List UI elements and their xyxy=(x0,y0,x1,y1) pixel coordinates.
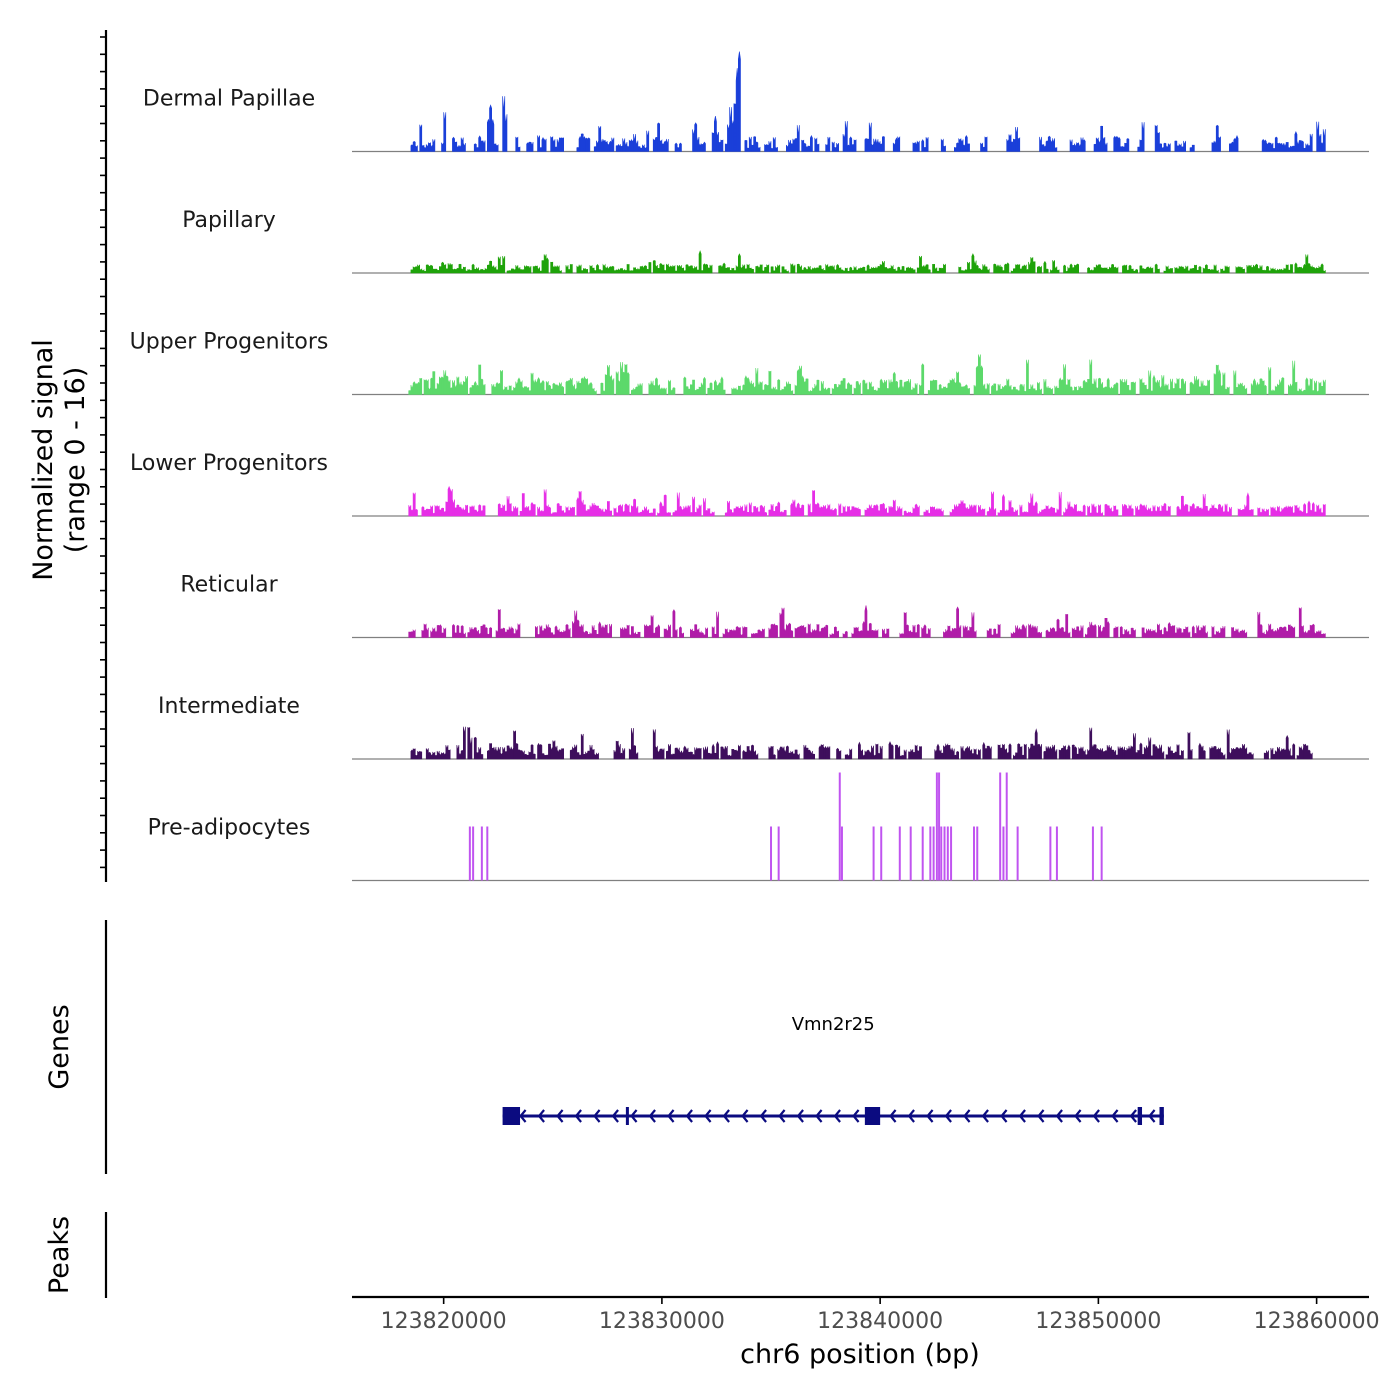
strand-arrow xyxy=(1074,1109,1082,1123)
strand-arrow xyxy=(630,1109,638,1123)
track-lower-progenitors: Lower Progenitors xyxy=(130,451,1369,517)
strand-arrow xyxy=(1018,1109,1026,1123)
signal-area xyxy=(410,51,1326,152)
gene-vmn2r25: Vmn2r25 xyxy=(502,1014,1164,1125)
track-label: Papillary xyxy=(182,208,276,233)
x-tick-label: 123860000 xyxy=(1254,1309,1380,1334)
strand-arrow xyxy=(685,1109,693,1123)
signal-area xyxy=(408,605,1326,638)
coverage-y-axis-ticks xyxy=(100,36,106,869)
coverage-y-label-line2: (range 0 - 16) xyxy=(60,367,91,554)
strand-arrow xyxy=(537,1109,545,1123)
signal-area xyxy=(410,250,1326,274)
strand-arrow xyxy=(963,1109,971,1123)
track-intermediate: Intermediate xyxy=(158,694,1369,760)
x-axis-title: chr6 position (bp) xyxy=(740,1339,980,1370)
track-label: Upper Progenitors xyxy=(130,330,329,355)
gene-name-label: Vmn2r25 xyxy=(792,1014,875,1035)
exon xyxy=(1159,1107,1164,1125)
strand-arrow xyxy=(796,1109,804,1123)
gene-models: Vmn2r25 xyxy=(502,1014,1164,1125)
strand-arrow xyxy=(926,1109,934,1123)
exon xyxy=(1137,1107,1143,1125)
coverage-y-label-line1: Normalized signal xyxy=(28,339,59,581)
strand-arrow xyxy=(1000,1109,1008,1123)
strand-arrow xyxy=(1111,1109,1119,1123)
x-tick-label: 123840000 xyxy=(817,1309,943,1334)
strand-arrow xyxy=(704,1109,712,1123)
track-dermal-papillae: Dermal Papillae xyxy=(143,51,1369,153)
strand-arrow xyxy=(1037,1109,1045,1123)
strand-arrow xyxy=(648,1109,656,1123)
strand-arrow xyxy=(1055,1109,1063,1123)
strand-arrow xyxy=(667,1109,675,1123)
strand-arrow xyxy=(907,1109,915,1123)
signal-area xyxy=(408,354,1326,395)
signal-area xyxy=(410,726,1313,760)
strand-arrow xyxy=(759,1109,767,1123)
strand-arrow xyxy=(852,1109,860,1123)
genes-y-label: Genes xyxy=(44,1004,75,1089)
strand-arrow xyxy=(1129,1109,1137,1123)
exon xyxy=(502,1107,521,1125)
track-label: Dermal Papillae xyxy=(143,87,315,112)
track-label: Intermediate xyxy=(158,694,300,719)
strand-arrow xyxy=(611,1109,619,1123)
strand-arrow xyxy=(1092,1109,1100,1123)
strand-arrow xyxy=(944,1109,952,1123)
signal-area xyxy=(408,485,1326,517)
strand-arrow xyxy=(778,1109,786,1123)
peaks-y-label: Peaks xyxy=(44,1216,75,1294)
strand-arrow xyxy=(815,1109,823,1123)
x-axis-ticks: 123820000 123830000 123840000 123850000 1238… xyxy=(381,1297,1380,1334)
strand-arrow xyxy=(741,1109,749,1123)
strand-arrow xyxy=(574,1109,582,1123)
x-tick-label: 123850000 xyxy=(1035,1309,1161,1334)
strand-arrow xyxy=(981,1109,989,1123)
strand-arrow xyxy=(889,1109,897,1123)
strand-arrow xyxy=(833,1109,841,1123)
coverage-tracks: Dermal Papillae Papillary Upper Progenitor… xyxy=(130,51,1369,882)
strand-arrow xyxy=(519,1109,527,1123)
exon xyxy=(864,1107,881,1125)
track-label: Reticular xyxy=(180,573,278,598)
strand-arrow xyxy=(722,1109,730,1123)
exon xyxy=(625,1107,629,1125)
x-tick-label: 123830000 xyxy=(599,1309,725,1334)
strand-arrow xyxy=(1148,1109,1156,1123)
track-reticular: Reticular xyxy=(180,573,1369,639)
track-papillary: Papillary xyxy=(182,208,1369,274)
track-label: Lower Progenitors xyxy=(130,451,328,476)
track-pre-adipocytes: Pre-adipocytes xyxy=(148,772,1369,882)
track-label: Pre-adipocytes xyxy=(148,816,311,841)
strand-arrow xyxy=(593,1109,601,1123)
track-upper-progenitors: Upper Progenitors xyxy=(130,330,1369,396)
strand-arrow xyxy=(556,1109,564,1123)
x-tick-label: 123820000 xyxy=(381,1309,507,1334)
